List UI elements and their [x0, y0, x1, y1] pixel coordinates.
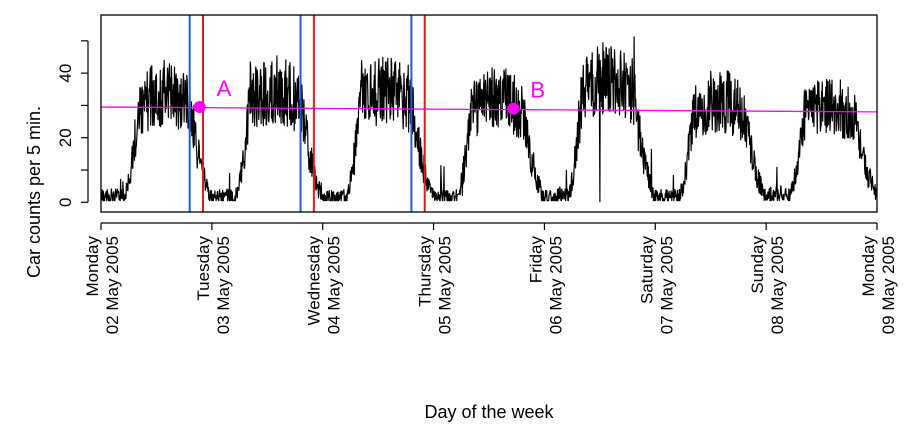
x-tick-date-label: 05 May 2005	[436, 236, 455, 334]
x-tick-day-label: Monday	[859, 236, 878, 297]
x-tick-day-label: Saturday	[637, 236, 656, 305]
x-tick-date-label: 07 May 2005	[657, 236, 676, 334]
x-axis: Monday 02 May 2005 Tuesday 03 May 2005 Wedne…	[83, 222, 898, 334]
plot-frame	[100, 14, 878, 213]
y-axis: 0 20 40	[56, 40, 89, 207]
x-tick-day-label: Thursday	[416, 236, 435, 307]
x-tick-date-label: 08 May 2005	[768, 236, 787, 334]
x-tick-day-label: Sunday	[748, 236, 767, 294]
x-axis-title: Day of the week	[424, 402, 554, 422]
x-tick-date-label: 03 May 2005	[214, 236, 233, 334]
x-tick-day-label: Tuesday	[194, 236, 213, 301]
point-label-a: A	[217, 76, 232, 101]
y-tick-label: 40	[56, 64, 75, 83]
x-tick-date-label: 06 May 2005	[546, 236, 565, 334]
series-line	[100, 36, 878, 203]
x-tick-date-label: 09 May 2005	[879, 236, 898, 334]
x-tick-day-label: Wednesday	[305, 236, 324, 326]
y-tick-label: 20	[56, 128, 75, 147]
point-label-b: B	[530, 78, 545, 103]
y-axis-title: Car counts per 5 min.	[24, 106, 44, 278]
x-tick-day-label: Monday	[83, 236, 102, 297]
point-a	[193, 101, 206, 114]
trend-line	[100, 106, 878, 113]
y-tick-label: 0	[56, 198, 75, 207]
x-tick-date-label: 02 May 2005	[103, 236, 122, 334]
x-tick-day-label: Friday	[526, 236, 545, 284]
point-b	[507, 102, 520, 115]
x-tick-date-label: 04 May 2005	[325, 236, 344, 334]
